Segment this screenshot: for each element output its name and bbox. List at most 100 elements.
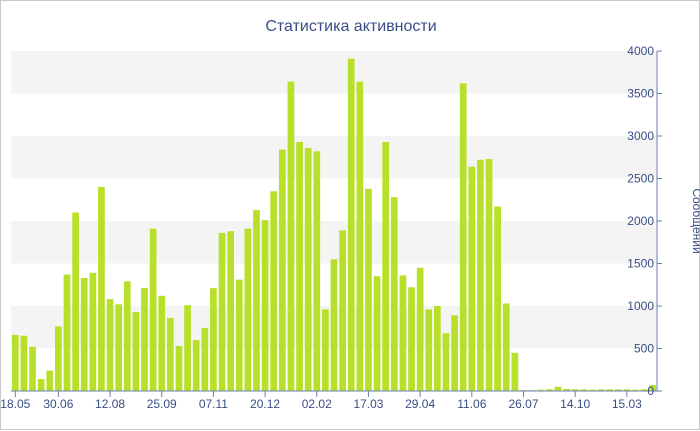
- bar[interactable]: [382, 141, 390, 391]
- bar[interactable]: [614, 389, 622, 391]
- bar[interactable]: [244, 228, 252, 391]
- bar[interactable]: [373, 276, 381, 391]
- bar[interactable]: [434, 306, 441, 391]
- y-tick-label: 2500: [627, 172, 654, 186]
- bar[interactable]: [347, 58, 355, 392]
- x-tick-label: 30.06: [43, 397, 73, 411]
- bar[interactable]: [80, 277, 88, 391]
- bar[interactable]: [589, 389, 596, 391]
- bar[interactable]: [89, 272, 97, 391]
- x-tick-label: 14.10: [560, 397, 590, 411]
- grid-band: [11, 136, 657, 179]
- grid-band: [11, 221, 657, 264]
- x-tick-label: 25.09: [147, 397, 177, 411]
- bar[interactable]: [442, 333, 450, 391]
- bar[interactable]: [390, 197, 398, 391]
- grid-band: [11, 51, 657, 94]
- y-tick-label: 3000: [627, 129, 654, 143]
- x-tick-label: 20.12: [250, 397, 280, 411]
- bar[interactable]: [502, 303, 510, 391]
- bar[interactable]: [485, 158, 493, 391]
- x-tick-label: 12.08: [95, 397, 125, 411]
- bar[interactable]: [201, 328, 209, 391]
- bar[interactable]: [29, 346, 36, 391]
- bar[interactable]: [571, 389, 579, 391]
- bar[interactable]: [554, 386, 562, 391]
- bar[interactable]: [235, 279, 243, 391]
- bar[interactable]: [623, 389, 631, 391]
- bar[interactable]: [184, 305, 191, 391]
- bar[interactable]: [132, 311, 140, 391]
- bar[interactable]: [330, 259, 338, 391]
- bar[interactable]: [597, 389, 605, 391]
- bar[interactable]: [98, 187, 105, 391]
- bar[interactable]: [175, 345, 183, 391]
- bar[interactable]: [63, 274, 71, 391]
- bar[interactable]: [425, 309, 433, 391]
- bar[interactable]: [339, 230, 346, 391]
- bar[interactable]: [416, 267, 424, 391]
- x-tick-label: 29.04: [405, 397, 435, 411]
- x-tick-label: 18.05: [1, 397, 31, 411]
- bar[interactable]: [253, 209, 260, 391]
- bar[interactable]: [192, 340, 200, 391]
- bar[interactable]: [563, 388, 570, 392]
- bar[interactable]: [649, 385, 657, 391]
- bar[interactable]: [278, 149, 286, 391]
- x-tick-label: 07.11: [199, 397, 228, 411]
- bar[interactable]: [123, 281, 131, 391]
- y-tick-label: 1000: [627, 299, 654, 313]
- bar[interactable]: [459, 83, 467, 392]
- bar[interactable]: [287, 81, 295, 391]
- bar[interactable]: [451, 315, 458, 391]
- bar[interactable]: [468, 166, 476, 391]
- bar[interactable]: [210, 288, 217, 391]
- y-tick-label: 500: [634, 342, 654, 356]
- bar[interactable]: [72, 212, 79, 392]
- x-tick-label: 02.02: [302, 397, 332, 411]
- bar[interactable]: [365, 188, 372, 391]
- bar[interactable]: [106, 299, 114, 391]
- bar[interactable]: [296, 141, 303, 391]
- bar[interactable]: [537, 389, 545, 391]
- bar[interactable]: [356, 81, 364, 391]
- bar[interactable]: [11, 334, 19, 391]
- bar[interactable]: [37, 379, 45, 391]
- bar[interactable]: [632, 389, 639, 391]
- bar[interactable]: [477, 159, 484, 391]
- bar[interactable]: [606, 389, 613, 391]
- bar[interactable]: [322, 309, 329, 391]
- y-axis-label: Сообщений: [690, 188, 700, 253]
- y-axis: 0 500 1000 1500 2000 2500 3000 3500 4000: [627, 44, 662, 398]
- bar[interactable]: [218, 232, 226, 391]
- bar[interactable]: [640, 389, 648, 391]
- bar[interactable]: [270, 191, 278, 391]
- bar[interactable]: [166, 317, 174, 391]
- bar[interactable]: [313, 151, 321, 391]
- bar[interactable]: [158, 295, 166, 391]
- y-tick-label: 2000: [627, 214, 654, 228]
- y-tick-label: 1500: [627, 257, 654, 271]
- bar[interactable]: [141, 288, 148, 391]
- bar[interactable]: [261, 220, 269, 391]
- bar[interactable]: [20, 335, 28, 391]
- x-axis: 18.05 30.06 12.08 25.09 07.11 20.12 02.02 17.03…: [1, 390, 657, 411]
- bar[interactable]: [55, 326, 62, 391]
- bar[interactable]: [399, 275, 407, 391]
- y-tick-label: 4000: [627, 44, 654, 58]
- bar[interactable]: [46, 370, 54, 391]
- bar[interactable]: [545, 389, 553, 391]
- bar[interactable]: [580, 389, 588, 391]
- x-tick-label: 15.03: [612, 397, 642, 411]
- x-tick-label: 17.03: [353, 397, 383, 411]
- bar[interactable]: [115, 304, 123, 391]
- bar[interactable]: [227, 231, 234, 391]
- bar[interactable]: [408, 287, 415, 391]
- bars: [11, 58, 657, 392]
- bar[interactable]: [494, 206, 502, 391]
- bar[interactable]: [149, 228, 157, 391]
- bar[interactable]: [304, 147, 312, 391]
- bar[interactable]: [511, 352, 519, 391]
- y-tick-label: 0: [647, 384, 654, 398]
